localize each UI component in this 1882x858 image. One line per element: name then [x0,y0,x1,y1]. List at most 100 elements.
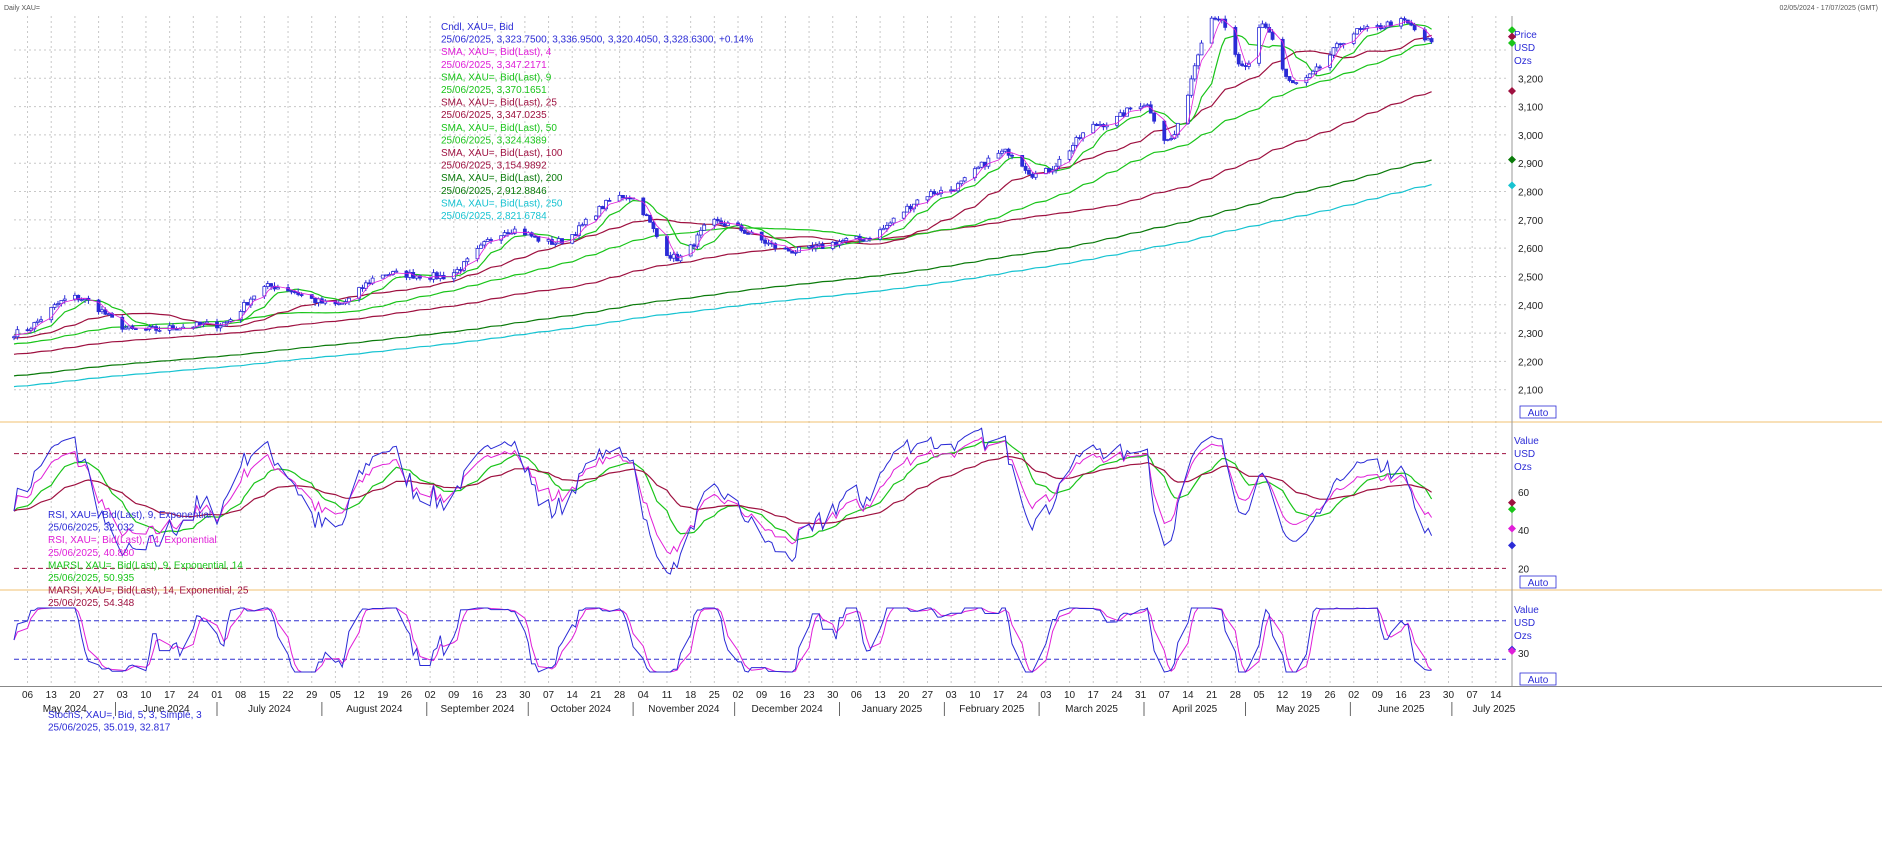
price-legend-text: SMA, XAU=, Bid(Last), 100 [441,148,563,159]
candle-body [72,294,77,300]
candle-body [1216,18,1221,21]
candle-body [1240,63,1245,66]
x-day-label: 05 [1253,690,1265,701]
x-month-label: February 2025 [959,704,1024,715]
candle-body [959,180,964,185]
candle-body [1030,173,1035,178]
x-month-label: April 2025 [1172,704,1217,715]
price-auto-box [1519,405,1557,419]
x-day-label: 07 [1467,690,1479,701]
last-value-marker [1508,505,1516,514]
x-day-label: 27 [93,690,105,701]
x-day-label: 14 [1182,690,1194,701]
candle-body [746,232,751,235]
candle-body [678,255,683,262]
candle-body [976,166,981,170]
candle-body [1375,25,1380,28]
x-day-label: 09 [756,690,768,701]
x-day-label: 28 [614,690,626,701]
candle-body [695,234,700,247]
x-day-label: 03 [946,690,958,701]
last-value-marker [1508,524,1516,533]
x-day-label: 16 [472,690,484,701]
x-day-label: 23 [803,690,815,701]
candle-body [475,248,480,260]
series-layer [12,15,1506,673]
candle-body [1287,76,1292,81]
candle-body [1426,38,1431,41]
candle-body [1091,123,1096,134]
price-legend-text: 25/06/2025, 3,347.2171 [441,60,547,71]
candle-body [1223,18,1228,28]
x-day-label: 04 [638,690,650,701]
candle-body [1067,150,1072,160]
candle-body [455,269,460,274]
candle-body [1399,18,1404,27]
rsi-axis-title: Value [1514,436,1539,447]
candle-body [888,222,893,226]
candle-body [702,224,707,231]
x-day-label: 21 [590,690,602,701]
candle-body [32,322,37,330]
last-value-marker [1508,498,1516,507]
candle-body [1165,139,1170,141]
candle-body [1000,150,1004,154]
candle-body [604,199,608,210]
rsi-legend-text: 25/06/2025, 54.348 [48,598,135,609]
rsi-legend-text: MARSI, XAU=, Bid(Last), 14, Exponential,… [48,586,249,597]
candle-body [465,258,470,263]
price-legend-text: 25/06/2025, 3,154.9892 [441,161,547,172]
candle-body [1338,43,1343,46]
x-day-label: 22 [282,690,294,701]
x-day-label: 02 [732,690,744,701]
candle-body [394,270,399,273]
candle-body [1196,54,1201,67]
price-tick-label: 2,700 [1518,216,1543,227]
candle-body [292,291,297,293]
candle-body [1412,24,1417,31]
stoch-d-line [13,607,1432,673]
candle-body [928,191,933,198]
candle-body [583,218,588,226]
candle-body [793,251,798,254]
candle-body [654,228,659,237]
price-axis-title: Ozs [1514,56,1532,67]
x-day-label: 07 [1159,690,1171,701]
candle-body [1307,73,1312,78]
candle-body [759,231,764,241]
price-legend-text: SMA, XAU=, Bid(Last), 9 [441,72,552,83]
candle-body [1047,168,1052,173]
x-day-label: 01 [211,690,223,701]
x-month-label: November 2024 [648,704,720,715]
candle-body [773,243,778,249]
candle-body [671,253,676,259]
candle-body [722,223,727,226]
candle-body [905,205,910,213]
x-day-label: 26 [1325,690,1337,701]
sma50-line [13,42,1432,345]
last-value-marker [1508,541,1516,550]
candle-body [299,294,304,296]
chart-header-right: 02/05/2024 - 17/07/2025 (GMT) [1780,5,1878,12]
rsi-legend-text: 25/06/2025, 40.880 [48,548,135,559]
sma9-line [13,23,1432,336]
x-day-label: 17 [164,690,176,701]
x-day-label: 20 [898,690,910,701]
x-day-label: 10 [140,690,152,701]
sma200-line [13,159,1432,377]
rsi-tick-label: 40 [1518,526,1530,537]
price-tick-label: 2,400 [1518,301,1543,312]
stoch-tick-label: 30 [1518,649,1530,660]
last-value-marker [1508,32,1516,41]
candle-body [844,238,849,241]
x-day-label: 06 [851,690,863,701]
price-tick-label: 3,200 [1518,74,1543,85]
marsi9-line [13,440,1433,542]
candle-body [1402,18,1407,21]
x-month-label: May 2024 [43,704,87,715]
candle-body [763,239,767,244]
candle-body [323,300,328,304]
x-day-label: 28 [1230,690,1242,701]
candle-body [1010,154,1014,157]
x-month-label: March 2025 [1065,704,1118,715]
